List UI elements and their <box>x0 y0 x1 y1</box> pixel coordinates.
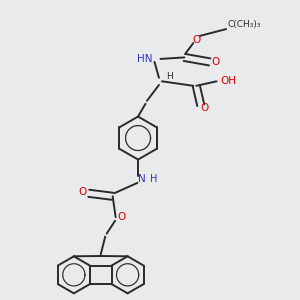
Text: H: H <box>150 174 157 184</box>
Text: OH: OH <box>220 76 236 86</box>
Text: O: O <box>117 212 125 222</box>
Text: O: O <box>79 187 87 197</box>
Text: O: O <box>200 103 208 113</box>
Text: H: H <box>166 72 173 81</box>
Text: HN: HN <box>137 54 153 64</box>
Text: N: N <box>138 174 146 184</box>
Text: O: O <box>192 34 200 44</box>
Text: C(CH₃)₃: C(CH₃)₃ <box>228 20 261 29</box>
Text: O: O <box>212 57 220 67</box>
